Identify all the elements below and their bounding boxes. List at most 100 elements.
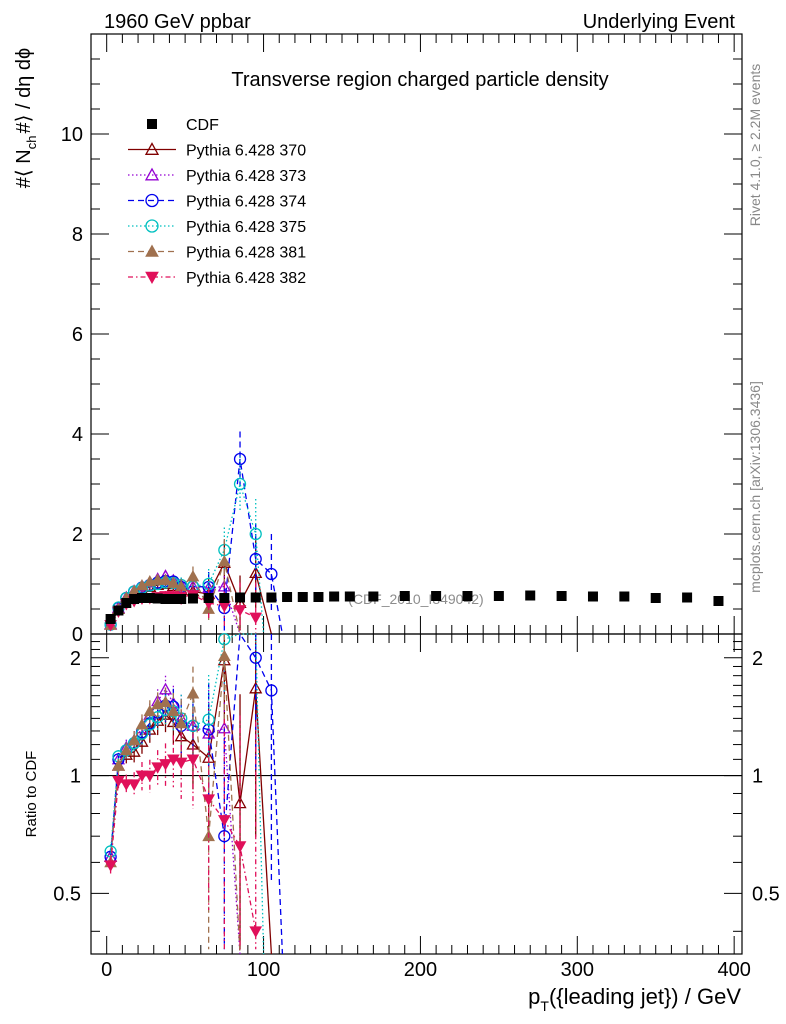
- ratio-marker: [218, 830, 231, 843]
- data-point: [713, 596, 724, 606]
- ratio-frame: [90, 633, 743, 955]
- data-point: [136, 593, 147, 603]
- legend-entry-0: CDF: [147, 117, 219, 134]
- x-tick-label: 100: [247, 959, 280, 981]
- legend-entry-3: Pythia 6.428 374: [128, 194, 306, 211]
- data-point: [650, 593, 661, 603]
- ratio-y-tick-label-right: 0.5: [752, 883, 780, 905]
- data-point: [297, 592, 308, 602]
- main-y-axis-label: #⟨ Nch #⟩ / dη dϕ: [13, 48, 39, 188]
- ratio-marker: [151, 762, 165, 774]
- data-point: [556, 591, 567, 601]
- ratio-marker: [233, 841, 247, 853]
- ratio-marker: [217, 649, 231, 661]
- data-point: [219, 593, 230, 603]
- series-line: [110, 458, 284, 635]
- ratio-marker: [159, 695, 172, 708]
- data-point: [113, 605, 124, 616]
- ratio-axis-ticks: 0 100 200 300 400 0.5 0.5 1 1 2 2: [53, 634, 780, 981]
- data-point: [431, 591, 442, 601]
- ratio-marker: [143, 770, 157, 783]
- analysis-watermark: (CDF_2010_I849042): [348, 591, 483, 607]
- y-tick-label: 8: [72, 224, 83, 246]
- series-marker: [186, 569, 200, 582]
- series-marker: [265, 567, 278, 581]
- ratio-y-tick-label-right: 2: [752, 648, 763, 670]
- series-marker: [167, 576, 180, 588]
- ratio-marker: [112, 759, 125, 771]
- data-point: [187, 593, 198, 604]
- data-points-layer: [105, 590, 724, 624]
- series-marker: [151, 573, 165, 585]
- legend-entry-5: Pythia 6.428 381: [128, 244, 306, 262]
- x-axis-label: pT({leading jet}) / GeV: [528, 984, 741, 1014]
- main-plot-panel: Transverse region charged particle densi…: [61, 33, 743, 646]
- ratio-marker: [249, 681, 263, 694]
- data-point: [462, 591, 473, 601]
- legend-label: Pythia 6.428 381: [186, 245, 306, 262]
- ratio-marker: [217, 815, 231, 827]
- x-label-subscript: T: [540, 998, 549, 1014]
- series-marker: [217, 601, 231, 613]
- series-marker: [233, 477, 247, 491]
- y-tick-label: 4: [72, 424, 83, 446]
- legend-entry-1: Pythia 6.428 370: [128, 142, 306, 160]
- ratio-marker: [119, 779, 133, 791]
- legend-marker: [145, 271, 159, 285]
- ratio-marker: [127, 733, 141, 746]
- legend-marker: [147, 119, 157, 129]
- ratio-marker: [127, 779, 141, 791]
- data-point: [313, 592, 324, 602]
- ratio-series-layer: [104, 632, 284, 955]
- legend-marker: [144, 167, 160, 181]
- y-label-subscript: ch: [24, 136, 39, 150]
- legend-label: CDF: [186, 117, 219, 134]
- y-tick-label: 2: [72, 524, 83, 546]
- data-point: [235, 592, 246, 603]
- ratio-series-4: [104, 634, 241, 955]
- x-label-rest: ({leading jet}) / GeV: [549, 984, 741, 1009]
- x-tick-label: 200: [404, 959, 437, 981]
- x-tick-label: 300: [561, 959, 594, 981]
- legend-marker: [145, 193, 159, 208]
- ratio-y-axis-label: Ratio to CDF: [23, 751, 40, 838]
- data-point: [587, 591, 598, 602]
- legend-label: Pythia 6.428 375: [186, 219, 306, 236]
- data-point: [203, 593, 214, 603]
- ratio-marker: [265, 684, 278, 697]
- data-point: [168, 594, 179, 604]
- data-point: [619, 591, 630, 602]
- ratio-marker: [167, 704, 180, 717]
- series-marker: [159, 573, 172, 585]
- data-point: [152, 593, 163, 604]
- ratio-marker: [104, 860, 117, 872]
- legend-label: Pythia 6.428 382: [186, 270, 306, 287]
- ratio-marker: [167, 754, 180, 766]
- data-point: [144, 593, 155, 603]
- series-marker: [233, 605, 247, 617]
- series-marker: [217, 554, 231, 567]
- data-point: [266, 592, 277, 603]
- ratio-marker: [186, 754, 200, 766]
- ratio-marker: [151, 711, 164, 724]
- legend-label: Pythia 6.428 370: [186, 143, 306, 160]
- data-point: [368, 591, 379, 602]
- ratio-plot-panel: 0 100 200 300 400 0.5 0.5 1 1 2 2: [53, 632, 780, 981]
- data-point: [329, 591, 340, 602]
- ratio-y-tick-label: 0.5: [53, 883, 81, 905]
- x-tick-label: 400: [717, 959, 750, 981]
- ratio-marker: [174, 716, 188, 729]
- ratio-marker: [135, 718, 149, 730]
- ratio-marker: [202, 794, 216, 806]
- data-point: [344, 591, 355, 602]
- ratio-marker: [186, 687, 200, 699]
- ratio-y-tick-label: 2: [70, 648, 81, 670]
- legend-marker: [145, 219, 159, 233]
- series-marker: [249, 612, 263, 625]
- ratio-series-line: [109, 633, 265, 955]
- data-point: [176, 594, 187, 604]
- data-point: [682, 592, 693, 603]
- y-tick-label: 6: [72, 324, 83, 346]
- y-tick-label: 10: [61, 124, 83, 146]
